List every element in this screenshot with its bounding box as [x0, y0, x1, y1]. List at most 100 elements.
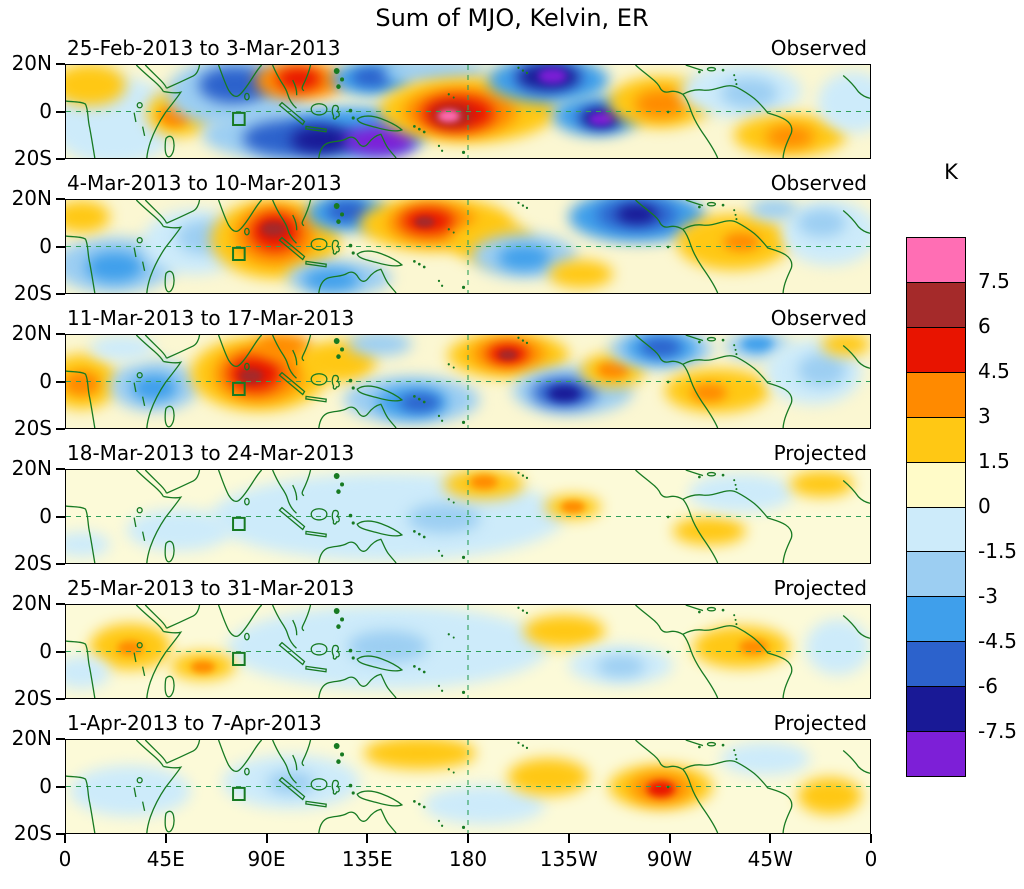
colorbar-tick-label: -3 — [978, 584, 998, 608]
anomaly-blob — [797, 354, 846, 387]
colorbar-box — [907, 372, 965, 418]
anomaly-blob — [616, 204, 657, 224]
axis-tick — [567, 834, 570, 843]
colorbar-box — [907, 597, 965, 643]
anomaly-blob — [821, 335, 870, 356]
colorbar-tick-label: 0 — [978, 494, 991, 518]
anomaly-blob — [596, 361, 629, 379]
colorbar-box — [907, 327, 965, 373]
y-tick-label: 20N — [11, 51, 52, 75]
colorbar-box — [907, 732, 965, 777]
axis-tick — [56, 245, 65, 248]
x-tick-label: 180 — [448, 847, 488, 871]
x-tick-label: 45W — [747, 847, 793, 871]
anomaly-blob — [86, 252, 143, 282]
x-tick-label: 90E — [247, 847, 286, 871]
y-tick-label: 20N — [11, 186, 52, 210]
x-tick-label: 0 — [864, 847, 878, 871]
colorbar-box — [907, 507, 965, 553]
colorbar-tick-label: 4.5 — [978, 359, 1010, 383]
axis-tick — [56, 158, 65, 160]
anomaly-blob — [691, 383, 728, 402]
y-tick-label: 20S — [13, 281, 52, 305]
colorbar-tick-label: -4.5 — [978, 629, 1018, 653]
anomaly-blob — [741, 336, 774, 352]
anomaly-blob — [508, 758, 589, 796]
y-tick-label: 20N — [11, 591, 52, 615]
anomaly-blob — [414, 216, 436, 228]
colorbar-tick-label: 7.5 — [978, 269, 1010, 293]
y-tick-label: 20S — [13, 551, 52, 575]
anomaly-blob — [437, 110, 460, 123]
anomaly-blob — [805, 618, 870, 675]
y-tick-label: 0 — [39, 503, 52, 528]
anomaly-blob — [66, 655, 111, 689]
anomaly-blob — [399, 393, 440, 413]
anomaly-blob — [470, 475, 499, 490]
y-tick-label: 0 — [39, 368, 52, 393]
axis-tick — [56, 468, 65, 470]
axis-tick — [467, 834, 469, 843]
axis-tick — [56, 698, 65, 700]
x-tick-label: 135W — [539, 847, 598, 871]
anomaly-blob — [70, 765, 191, 817]
anomaly-blob — [646, 781, 676, 798]
axis-tick — [56, 110, 65, 113]
y-tick-label: 0 — [39, 98, 52, 123]
panel-date-range: 25-Mar-2013 to 31-Mar-2013 — [67, 576, 355, 600]
map-panel — [65, 334, 871, 429]
axis-tick — [56, 333, 65, 335]
axis-tick — [366, 834, 369, 843]
axis-tick — [56, 603, 65, 605]
axis-tick — [56, 738, 65, 740]
anomaly-blob — [797, 209, 846, 238]
anomaly-blob — [132, 374, 177, 402]
x-tick-label: 45E — [146, 847, 185, 871]
colorbar-box — [907, 552, 965, 598]
anomaly-blob — [524, 614, 605, 648]
colorbar-boxes — [906, 237, 966, 777]
panel-date-range: 1-Apr-2013 to 7-Apr-2013 — [67, 711, 322, 735]
colorbar-tick-label: 6 — [978, 314, 991, 338]
anomaly-blob — [126, 509, 231, 552]
panel-status-label: Projected — [773, 711, 867, 735]
colorbar-tick-label: 1.5 — [978, 449, 1010, 473]
axis-tick — [769, 834, 772, 843]
colorbar-tick-label: -7.5 — [978, 719, 1018, 743]
y-tick-label: 20N — [11, 726, 52, 750]
anomaly-blob — [347, 335, 412, 357]
axis-tick — [56, 63, 65, 65]
y-tick-label: 0 — [39, 638, 52, 663]
axis-tick — [56, 650, 65, 653]
panel-status-label: Observed — [770, 171, 867, 195]
y-tick-label: 20S — [13, 146, 52, 170]
panel-status-label: Observed — [770, 36, 867, 60]
x-tick-label: 90W — [646, 847, 693, 871]
colorbar-box — [907, 238, 965, 283]
panel-date-range: 11-Mar-2013 to 17-Mar-2013 — [67, 306, 355, 330]
x-tick-label: 135E — [341, 847, 393, 871]
axis-tick — [668, 834, 671, 843]
axis-tick — [56, 293, 65, 295]
anomaly-blob — [548, 385, 581, 402]
axis-tick — [56, 428, 65, 430]
anomaly-blob — [90, 335, 155, 362]
axis-tick — [56, 198, 65, 200]
anomaly-blob — [789, 470, 854, 497]
colorbar-box — [907, 417, 965, 463]
y-tick-label: 0 — [39, 773, 52, 798]
anomaly-blob — [673, 517, 746, 546]
anomaly-blob — [689, 473, 794, 513]
panel-date-range: 18-Mar-2013 to 24-Mar-2013 — [67, 441, 355, 465]
axis-tick — [56, 785, 65, 788]
axis-tick — [56, 563, 65, 565]
axis-tick — [64, 834, 66, 843]
anomaly-blob — [588, 112, 613, 126]
axis-tick — [164, 834, 167, 843]
map-panel — [65, 199, 871, 294]
colorbar-box — [907, 282, 965, 328]
colorbar-tick-label: -6 — [978, 674, 998, 698]
axis-tick — [870, 834, 872, 843]
anomaly-blob — [261, 221, 286, 237]
